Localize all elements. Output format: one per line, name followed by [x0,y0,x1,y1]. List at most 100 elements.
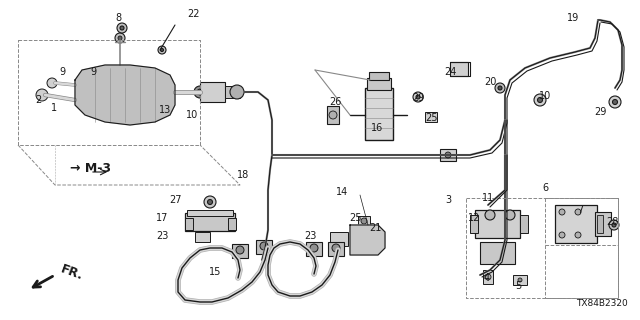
Circle shape [534,94,546,106]
Text: 22: 22 [188,9,200,19]
Bar [330,232,348,246]
Text: 10: 10 [186,110,198,120]
Bar [425,112,437,122]
Polygon shape [75,65,175,125]
Circle shape [310,244,318,252]
Bar [187,210,233,216]
Bar [440,149,456,161]
Bar [185,213,235,231]
Text: 15: 15 [209,267,221,277]
Text: 10: 10 [539,91,551,101]
Circle shape [498,86,502,90]
Circle shape [612,223,616,227]
Circle shape [445,152,451,158]
Circle shape [161,49,163,52]
Circle shape [230,85,244,99]
Bar [200,82,225,102]
Text: 9: 9 [90,67,96,77]
Text: 25: 25 [426,113,438,123]
Circle shape [47,78,57,88]
Circle shape [158,46,166,54]
Bar [450,62,468,76]
Bar [185,218,193,230]
Circle shape [204,196,216,208]
Text: 29: 29 [594,107,606,117]
Text: 8: 8 [115,13,121,23]
Bar [365,88,393,140]
Circle shape [329,111,337,119]
Text: TX84B2320: TX84B2320 [576,299,628,308]
Bar [328,242,344,256]
Text: 3: 3 [445,195,451,205]
Bar [256,240,272,254]
Bar [555,205,597,243]
Text: 11: 11 [482,193,494,203]
Text: 14: 14 [336,187,348,197]
Circle shape [609,96,621,108]
Circle shape [120,26,124,30]
Text: 25: 25 [349,213,361,223]
Bar [597,215,603,233]
Bar [306,242,322,256]
Text: 20: 20 [484,77,496,87]
Circle shape [559,232,565,238]
Circle shape [194,86,206,98]
Bar [225,86,240,98]
Text: 13: 13 [159,105,171,115]
Text: 26: 26 [329,97,341,107]
Circle shape [485,210,495,220]
Text: 5: 5 [515,281,521,291]
Bar [358,216,370,226]
Bar [232,244,248,258]
Circle shape [495,83,505,93]
Bar [520,215,528,233]
Bar [480,242,515,264]
Text: 19: 19 [567,13,579,23]
Text: 7: 7 [577,205,583,215]
Text: 29: 29 [412,93,424,103]
Text: 23: 23 [304,231,316,241]
Circle shape [117,23,127,33]
Circle shape [236,246,244,254]
Text: 16: 16 [371,123,383,133]
Bar [595,212,611,236]
Text: 9: 9 [59,67,65,77]
Circle shape [260,242,268,250]
Circle shape [538,98,543,102]
Circle shape [416,95,420,99]
Text: 24: 24 [444,67,456,77]
Text: 27: 27 [169,195,181,205]
Text: 12: 12 [468,213,480,223]
Bar [475,210,520,238]
Circle shape [207,199,212,204]
Circle shape [518,278,522,282]
Text: 4: 4 [484,273,490,283]
Circle shape [118,36,122,40]
Bar [327,106,339,124]
Circle shape [609,220,619,230]
Bar [228,218,236,230]
Text: 6: 6 [542,183,548,193]
Bar [513,275,527,285]
Text: 18: 18 [237,170,249,180]
Bar [483,270,493,284]
Bar [369,72,389,80]
Circle shape [361,218,367,224]
Circle shape [505,210,515,220]
Text: 1: 1 [51,103,57,113]
Text: 23: 23 [156,231,168,241]
Circle shape [197,89,203,95]
Circle shape [559,209,565,215]
Bar [367,78,391,90]
Circle shape [413,92,423,102]
Text: FR.: FR. [59,263,85,283]
Circle shape [115,33,125,43]
Text: 28: 28 [606,217,618,227]
Circle shape [332,244,340,252]
Text: 17: 17 [156,213,168,223]
Circle shape [612,100,618,105]
Polygon shape [350,225,385,255]
Text: → M-3: → M-3 [70,162,111,174]
Circle shape [485,274,491,280]
Circle shape [36,89,48,101]
